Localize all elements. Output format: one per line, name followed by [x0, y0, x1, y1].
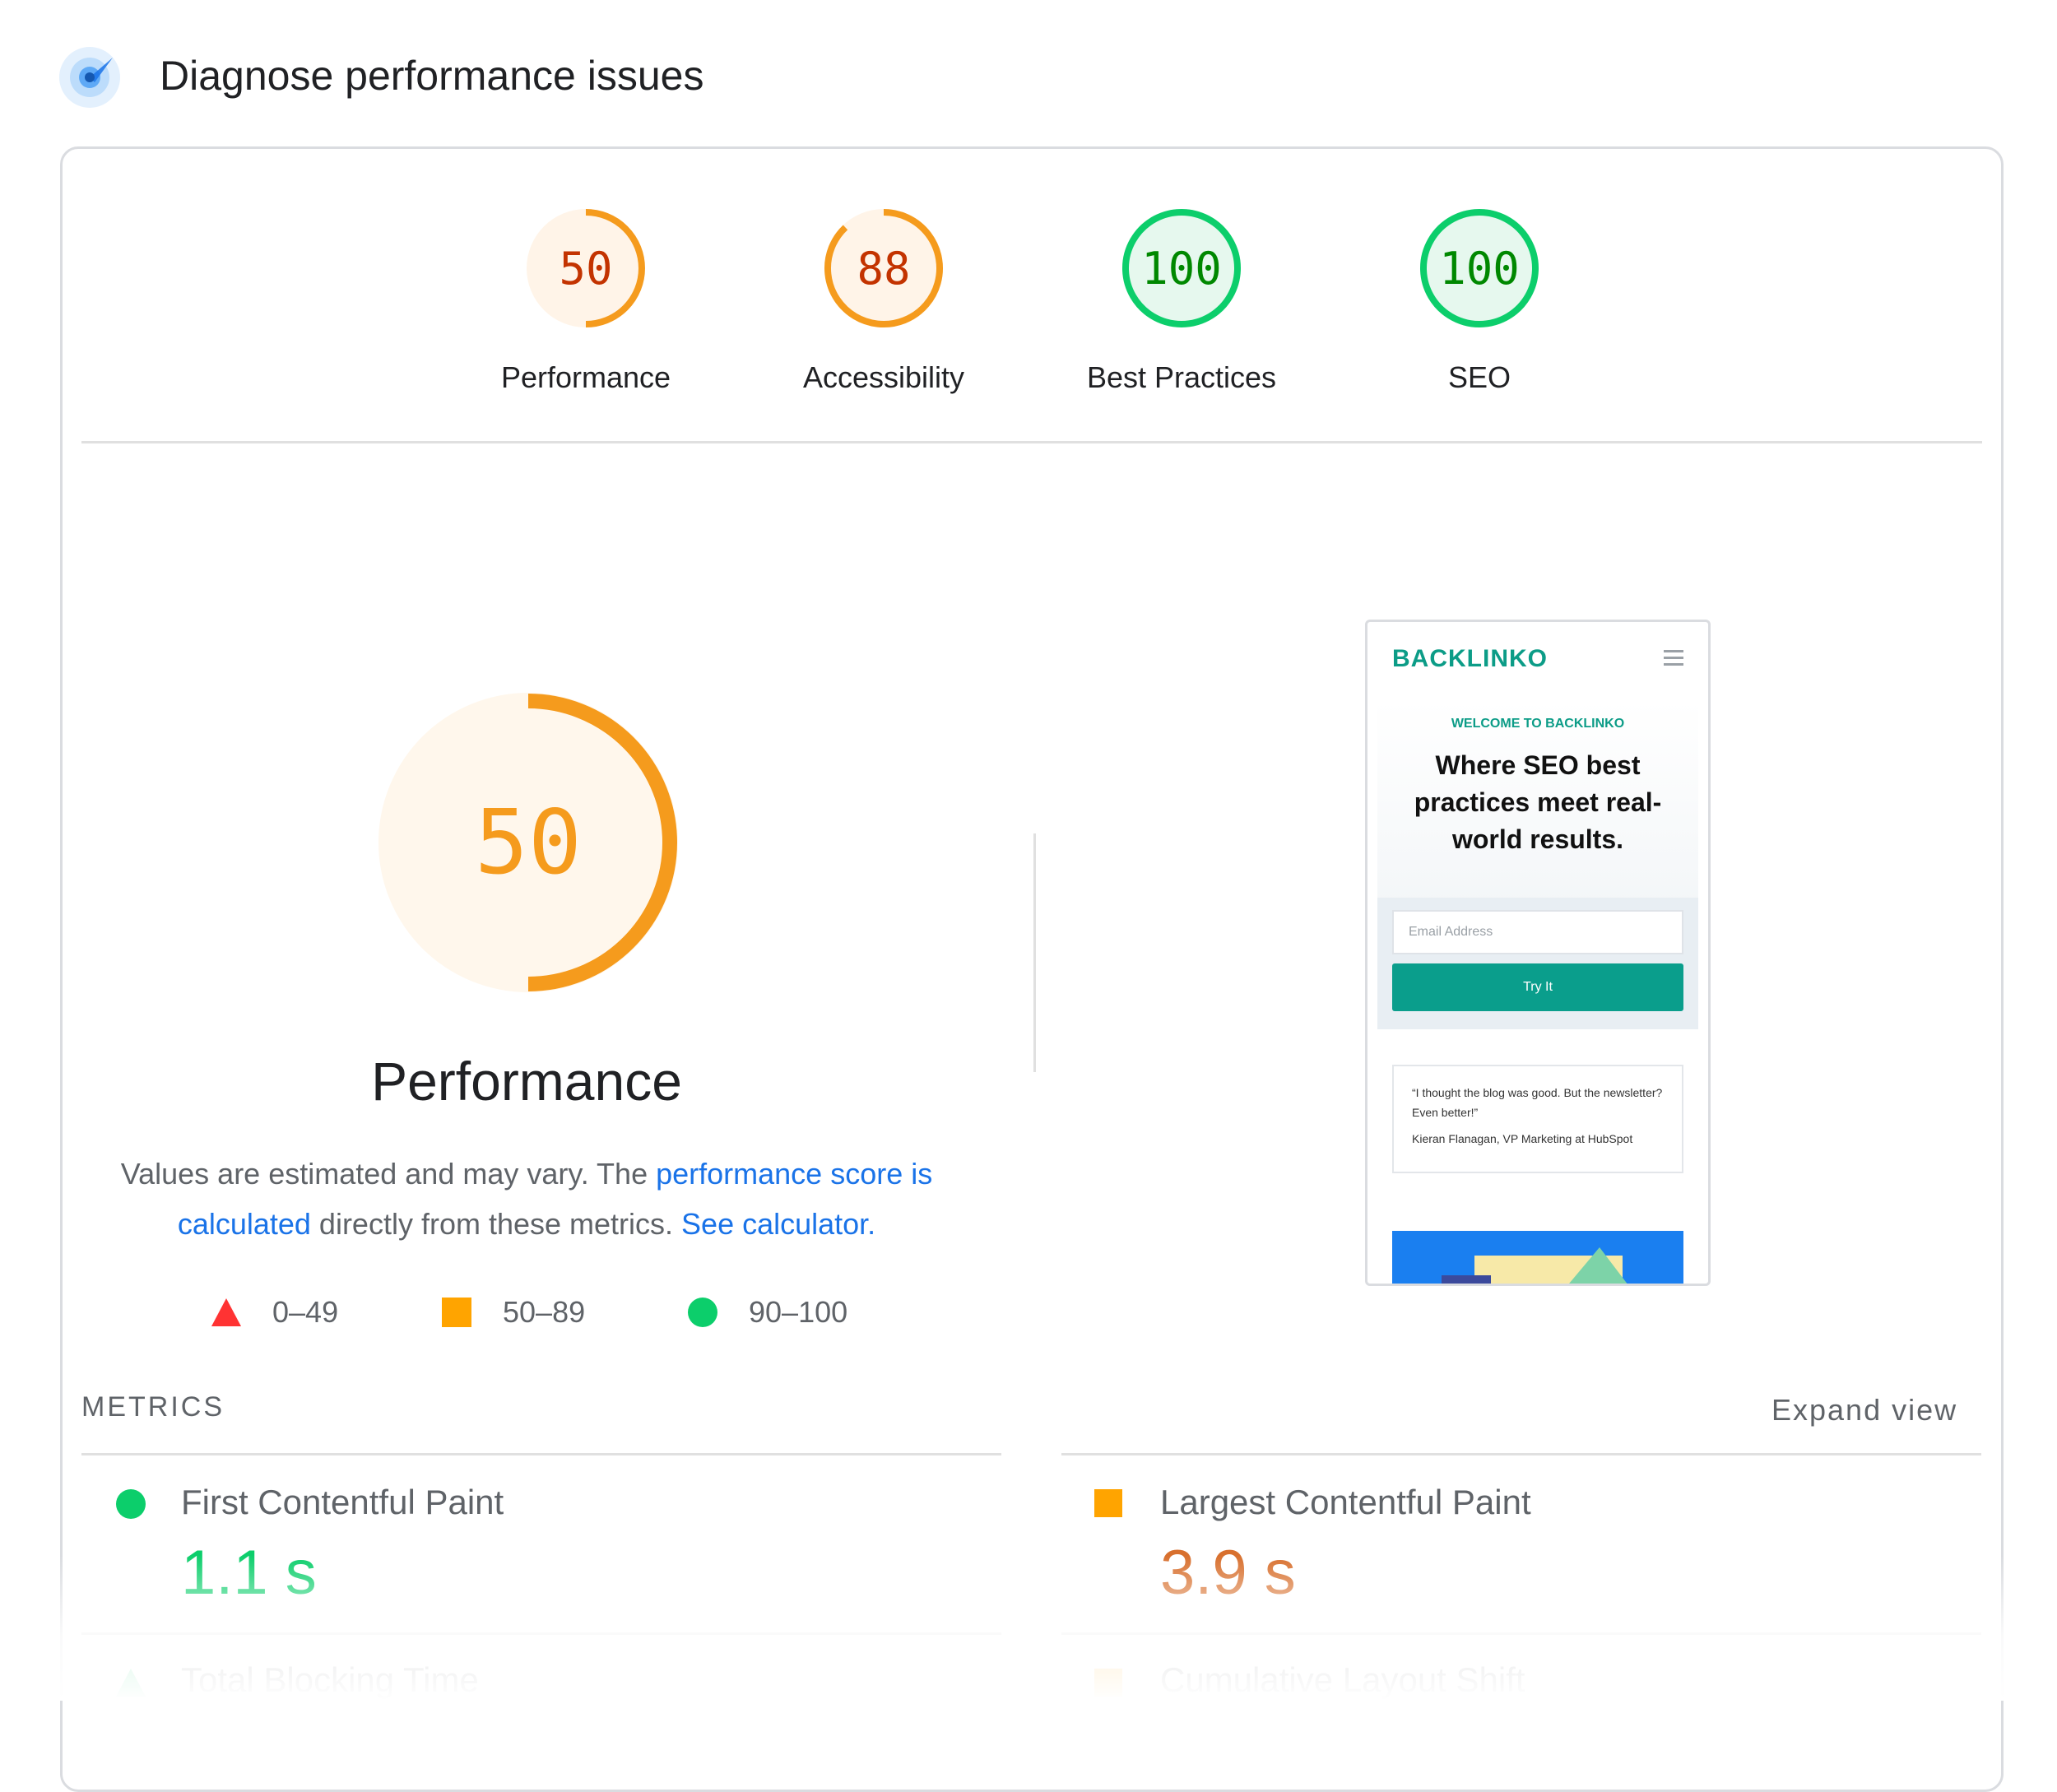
metric-value-lcp: 3.9 s — [1160, 1538, 1296, 1608]
metrics-heading: METRICS — [81, 1391, 225, 1423]
report-card — [60, 146, 2004, 1792]
performance-title: Performance — [371, 1051, 682, 1112]
hamburger-menu-icon — [1664, 650, 1683, 666]
legend-pass-label: 90–100 — [749, 1295, 848, 1329]
page-screenshot[interactable]: BACKLINKO WELCOME TO BACKLINKO Where SEO… — [1365, 620, 1711, 1286]
performance-gauge: 50 — [378, 693, 678, 992]
gauge-seo[interactable]: 100 — [1414, 202, 1545, 334]
expand-view-button[interactable]: Expand view — [1771, 1393, 1958, 1427]
metrics-row-divider-right — [1061, 1632, 1981, 1635]
legend-average-label: 50–89 — [503, 1295, 586, 1329]
fcp-status-icon — [116, 1489, 146, 1523]
site-logo: BACKLINKO — [1392, 645, 1548, 672]
gauges-divider — [81, 441, 1982, 443]
metric-name-tbt: Total Blocking Time — [181, 1660, 479, 1699]
metric-name-cls: Cumulative Layout Shift — [1160, 1660, 1525, 1699]
gauge-performance[interactable]: 50 — [520, 202, 652, 334]
score-description: Values are estimated and may vary. The p… — [97, 1149, 956, 1249]
category-score: 100 — [1439, 242, 1520, 295]
gauge-background — [378, 693, 678, 992]
see-calculator-link[interactable]: See calculator. — [681, 1207, 876, 1241]
metrics-row-divider-left — [81, 1632, 1001, 1635]
vertical-divider — [1033, 833, 1036, 1072]
category-label: SEO — [1447, 360, 1511, 394]
banner-illustration — [1442, 1247, 1627, 1284]
metric-name-fcp: First Contentful Paint — [181, 1483, 504, 1521]
category-label: Performance — [500, 360, 671, 394]
circle-icon — [688, 1298, 717, 1327]
performance-score: 50 — [474, 791, 583, 894]
category-score: 50 — [559, 242, 613, 295]
lighthouse-compass-icon — [58, 46, 121, 109]
circle-icon — [116, 1489, 146, 1519]
legend-pass: 90–100 — [688, 1295, 847, 1330]
description-text-2: directly from these metrics. — [310, 1207, 682, 1241]
square-icon — [1094, 1489, 1122, 1517]
gauge-arc — [527, 694, 677, 991]
category-score: 88 — [857, 242, 911, 295]
metrics-divider-right — [1061, 1453, 1981, 1455]
hero-headline: Where SEO best practices meet real-world… — [1414, 750, 1662, 854]
metric-value-fcp: 1.1 s — [181, 1538, 317, 1608]
quote-text: “I thought the blog was good. But the ne… — [1412, 1086, 1663, 1119]
tbt-status-icon — [116, 1669, 146, 1701]
gauge-accessibility[interactable]: 88 — [818, 202, 950, 334]
email-field: Email Address — [1392, 910, 1683, 954]
promo-banner — [1392, 1231, 1683, 1284]
lcp-status-icon — [1094, 1489, 1122, 1521]
category-score: 100 — [1141, 242, 1222, 295]
page-title: Diagnose performance issues — [160, 53, 704, 99]
square-icon — [1094, 1669, 1122, 1697]
legend-fail-label: 0–49 — [272, 1295, 339, 1329]
description-text: Values are estimated and may vary. The — [120, 1157, 657, 1191]
quote-author: Kieran Flanagan, VP Marketing at HubSpot — [1412, 1132, 1633, 1145]
triangle-icon — [116, 1669, 146, 1697]
performance-score-link[interactable]: performance score is calculated — [177, 1157, 933, 1241]
category-label: Accessibility — [802, 360, 965, 394]
try-it-button: Try It — [1392, 963, 1683, 1011]
metrics-divider-left — [81, 1453, 1001, 1455]
legend-average: 50–89 — [442, 1295, 585, 1330]
category-label: Best Practices — [1086, 360, 1277, 394]
testimonial: “I thought the blog was good. But the ne… — [1392, 1065, 1683, 1173]
metric-name-lcp: Largest Contentful Paint — [1160, 1483, 1531, 1521]
triangle-icon — [211, 1298, 241, 1326]
welcome-label: WELCOME TO BACKLINKO — [1451, 717, 1625, 731]
legend-fail: 0–49 — [211, 1295, 338, 1330]
gauge-best-practices[interactable]: 100 — [1116, 202, 1247, 334]
square-icon — [442, 1298, 471, 1327]
cls-status-icon — [1094, 1669, 1122, 1701]
